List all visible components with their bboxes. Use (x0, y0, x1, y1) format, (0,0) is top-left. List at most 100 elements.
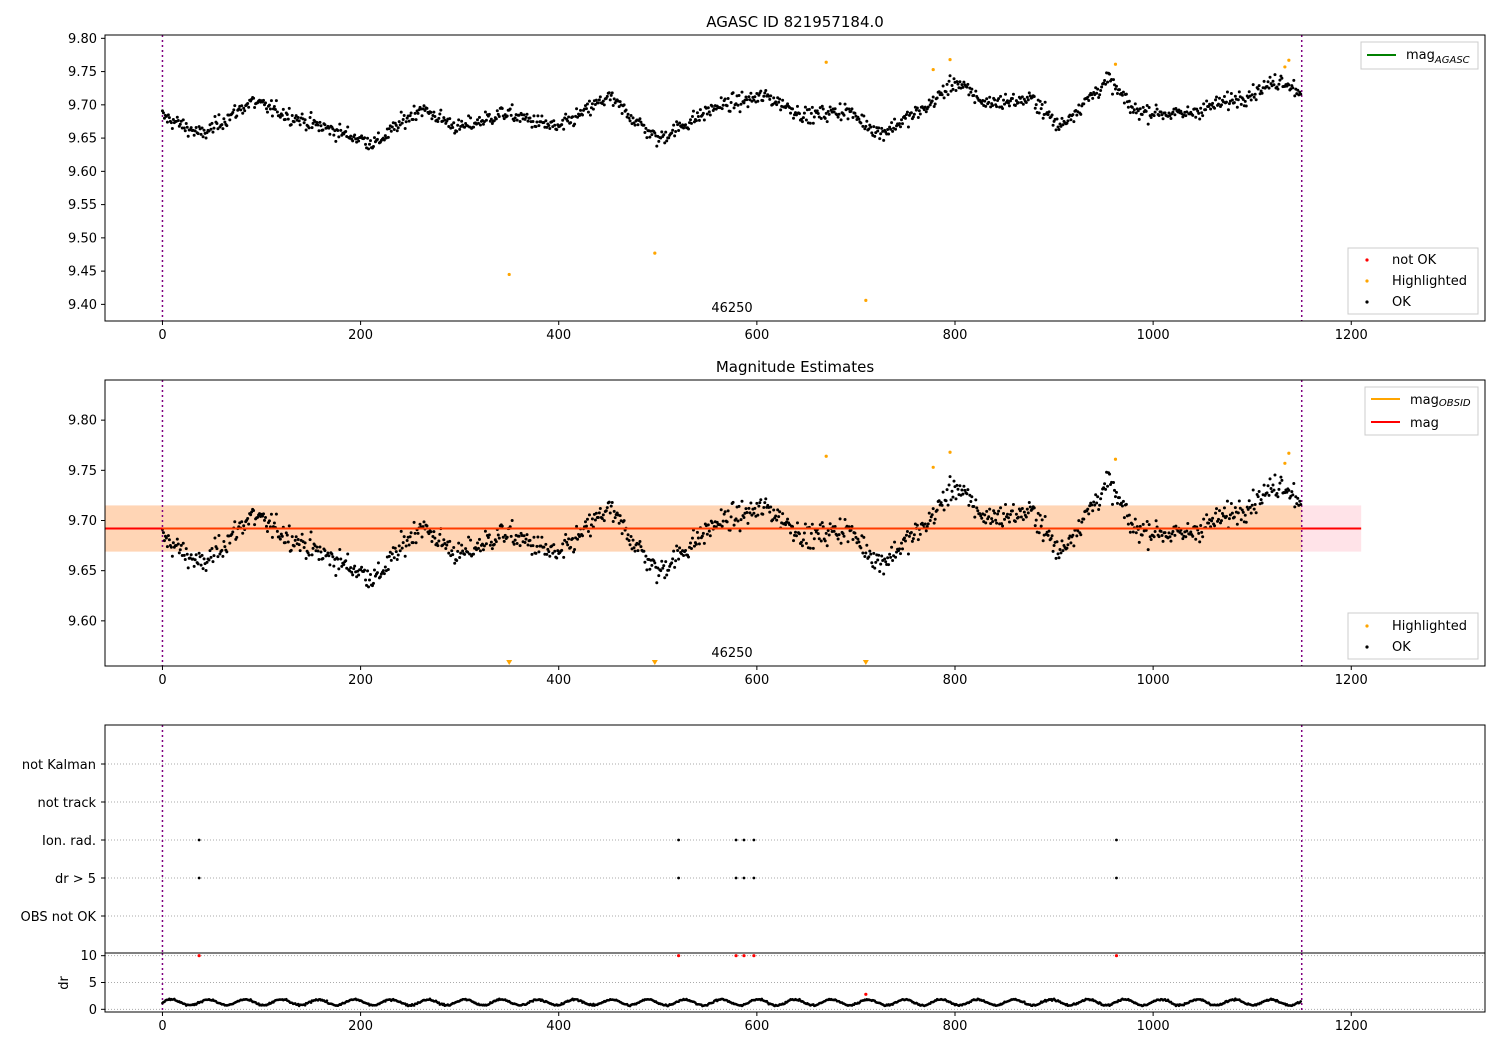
ok-point (306, 551, 310, 555)
ok-point (453, 131, 457, 135)
ok-point (745, 511, 749, 515)
ok-point (983, 513, 987, 517)
ok-point (353, 564, 357, 568)
ok-point (1102, 486, 1106, 490)
ok-point (763, 91, 767, 95)
ok-point (532, 535, 536, 539)
ok-point (420, 535, 424, 539)
ok-point (859, 546, 863, 550)
ok-point (589, 523, 593, 527)
ok-point (181, 118, 185, 122)
ok-point (531, 119, 535, 123)
ok-point (781, 512, 785, 516)
ok-point (228, 118, 232, 122)
ok-point (393, 546, 397, 550)
ok-point (547, 123, 551, 127)
ok-point (560, 548, 564, 552)
ok-point (404, 544, 408, 548)
ok-point (586, 530, 590, 534)
ok-point (893, 117, 897, 121)
ok-point (911, 115, 915, 119)
ok-point (594, 511, 598, 515)
ok-point (916, 538, 920, 542)
ok-point (872, 551, 876, 555)
ok-point (601, 513, 605, 517)
ok-point (525, 533, 529, 537)
ok-point (211, 560, 215, 564)
ok-point (731, 500, 735, 504)
ok-point (576, 115, 580, 119)
ok-point (725, 104, 729, 108)
ok-point (321, 128, 325, 132)
ok-point (246, 102, 250, 106)
ok-point (566, 119, 570, 123)
ok-point (600, 517, 604, 521)
ok-point (1072, 544, 1076, 548)
ok-point (461, 549, 465, 553)
ok-point (193, 129, 197, 133)
ok-point (196, 132, 200, 136)
ok-point (169, 121, 173, 125)
ok-point (1249, 511, 1253, 515)
ok-point (273, 107, 277, 111)
y-tick-label: 9.70 (68, 98, 97, 113)
ok-point (398, 549, 402, 553)
ok-point (628, 119, 632, 123)
ok-point (826, 529, 830, 533)
ok-point (542, 545, 546, 549)
ok-point (1277, 487, 1281, 491)
ok-point (241, 531, 245, 535)
ok-point (263, 101, 267, 105)
ok-point (590, 102, 594, 106)
ok-point (300, 532, 304, 536)
ok-point (997, 509, 1001, 513)
ok-point (926, 105, 930, 109)
ok-point (684, 548, 688, 552)
ok-point (340, 564, 344, 568)
ok-point (774, 514, 778, 518)
ok-point (961, 85, 965, 89)
ok-point (775, 518, 779, 522)
dr-clipped-point (864, 992, 868, 996)
ok-point (944, 499, 948, 503)
ok-point (194, 126, 198, 130)
ok-point (280, 113, 284, 117)
ok-point (294, 114, 298, 118)
ok-point (1010, 509, 1014, 513)
ok-point (1040, 518, 1044, 522)
panel2-point-legend-box (1347, 612, 1479, 660)
ok-point (515, 542, 519, 546)
ok-point (605, 506, 609, 510)
ok-point (756, 513, 760, 517)
ok-point (1121, 499, 1125, 503)
ok-point (694, 542, 698, 546)
ok-point (278, 537, 282, 541)
ok-point (567, 537, 571, 541)
ok-point (1133, 517, 1137, 521)
ok-point (952, 479, 956, 483)
ok-point (1266, 484, 1270, 488)
ok-point (351, 139, 355, 143)
ok-point (819, 539, 823, 543)
dr-points (161, 954, 1303, 1008)
ok-point (667, 568, 671, 572)
ok-point (1130, 522, 1134, 526)
ok-point (962, 484, 966, 488)
ok-point (478, 123, 482, 127)
ok-point (1207, 521, 1211, 525)
ok-point (1049, 536, 1053, 540)
ok-point (492, 119, 496, 123)
ok-point (451, 125, 455, 129)
ok-point (1004, 503, 1008, 507)
x-tick-label: 1200 (1335, 1019, 1368, 1034)
ok-point (949, 89, 953, 93)
ok-point (664, 560, 668, 564)
ok-point (865, 119, 869, 123)
ok-point (286, 540, 290, 544)
ok-point (376, 561, 380, 565)
ok-point (991, 104, 995, 108)
ok-point (807, 107, 811, 111)
legend-mag-obsid-subscript: OBSID (1439, 398, 1471, 409)
ok-point (483, 110, 487, 114)
ok-point (966, 488, 970, 492)
